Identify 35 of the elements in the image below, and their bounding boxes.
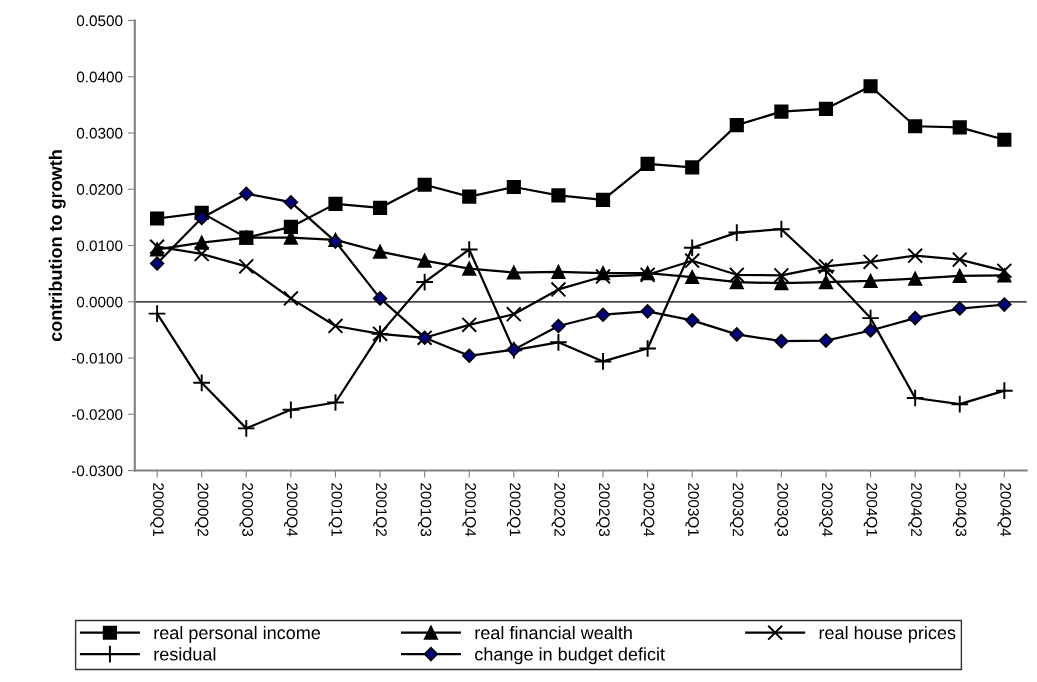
y-tick-label: 0.0500 — [76, 15, 123, 27]
y-tick-label: 0.0100 — [76, 240, 123, 252]
x-tick-label: 2001Q3 — [417, 483, 432, 537]
y-tick-label: -0.0100 — [71, 352, 123, 364]
y-tick-label: -0.0200 — [71, 409, 123, 420]
legend-label: real house prices — [819, 625, 956, 643]
x-tick-label: 2003Q4 — [819, 483, 833, 537]
legend-label: residual — [154, 647, 216, 661]
x-tick-label: 2001Q2 — [373, 483, 387, 536]
x-tick-label: 2002Q2 — [551, 483, 566, 536]
legend-label: real financial wealth — [475, 625, 632, 640]
x-tick-label: 2003Q1 — [685, 483, 699, 537]
x-tick-label: 2004Q4 — [997, 483, 1012, 537]
x-tick-label: 2002Q1 — [507, 483, 521, 537]
y-tick-label: 0.0300 — [76, 127, 123, 139]
x-tick-label: 2004Q2 — [908, 483, 922, 536]
y-axis-title: contribution to growth — [48, 150, 66, 342]
x-tick-label: 2002Q4 — [640, 483, 655, 537]
legend-label: change in budget deficit — [475, 647, 665, 665]
y-tick-label: 0.0400 — [76, 71, 123, 83]
x-tick-label: 2003Q3 — [774, 483, 789, 537]
y-tick-label: -0.0300 — [71, 465, 123, 477]
x-tick-label: 2000Q3 — [239, 483, 253, 537]
x-tick-label: 2004Q3 — [952, 483, 967, 537]
x-tick-label: 2001Q4 — [462, 483, 476, 537]
x-tick-label: 2000Q4 — [284, 483, 298, 537]
x-tick-label: 2004Q1 — [863, 483, 878, 537]
x-tick-label: 2003Q2 — [729, 483, 744, 536]
x-tick-label: 2002Q3 — [596, 483, 610, 537]
x-tick-label: 2000Q1 — [150, 483, 164, 537]
legend-label: real personal income — [154, 625, 321, 643]
x-tick-label: 2001Q1 — [328, 483, 343, 537]
y-tick-label: 0.0200 — [76, 184, 123, 195]
x-tick-label: 2000Q2 — [194, 483, 209, 536]
y-tick-label: 0.0000 — [76, 296, 123, 308]
